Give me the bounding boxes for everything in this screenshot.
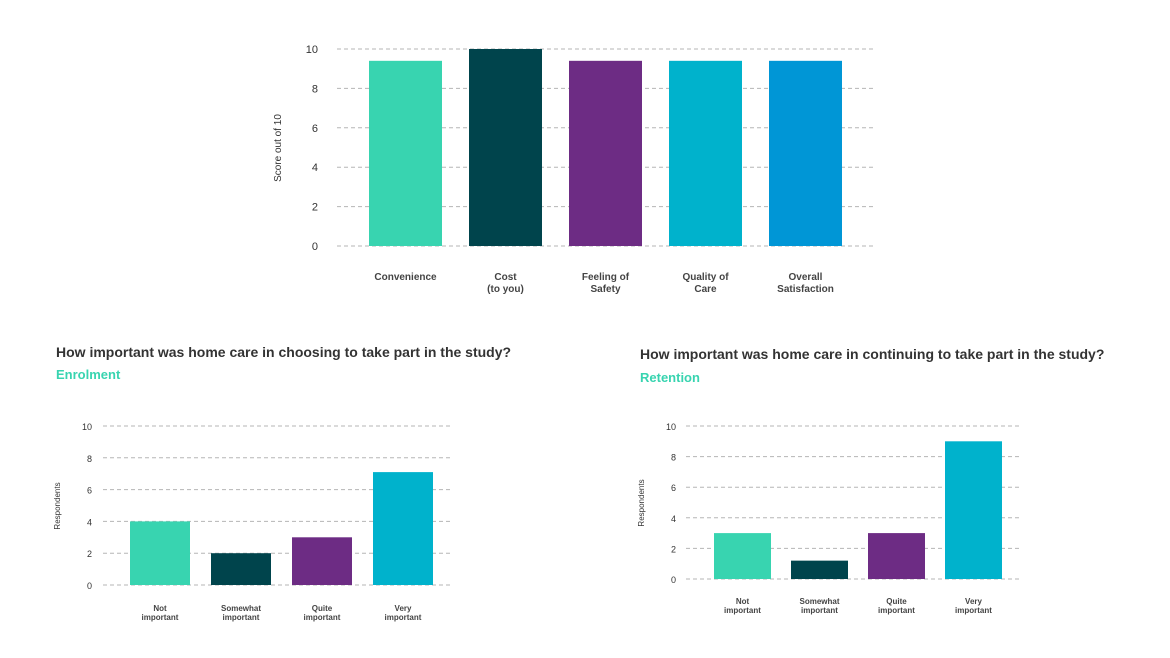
y-tick-label: 0: [671, 575, 676, 585]
bar: [669, 60, 742, 246]
y-tick-label: 4: [87, 517, 92, 527]
x-tick-label: Very important: [385, 604, 422, 622]
x-tick-label: Convenience: [374, 272, 437, 283]
x-tick-label: Quality of Care: [682, 272, 729, 295]
satisfaction-chart: 0 2 4 6 8 10 Score out of 10 Convenience Cost (to…: [273, 44, 876, 295]
bar: [769, 60, 842, 246]
enrolment-heading: How important was home care in choosing …: [56, 344, 512, 360]
retention-subheading: Retention: [640, 370, 700, 385]
x-tick-label: Quite important: [304, 604, 341, 622]
x-tick-label: Very important: [955, 597, 992, 615]
y-tick-label: 10: [82, 422, 92, 432]
y-tick-label: 2: [87, 549, 92, 559]
y-axis-label: Respondents: [637, 479, 646, 526]
x-tick-label: Feeling of Safety: [582, 272, 630, 295]
y-tick-label: 10: [666, 422, 676, 432]
y-tick-label: 8: [87, 454, 92, 464]
y-tick-label: 2: [671, 544, 676, 554]
bar: [569, 60, 642, 246]
enrolment-chart: 0 2 4 6 8 10 Respondents Not important Somewhat im…: [53, 422, 453, 622]
y-axis-label: Score out of 10: [273, 114, 284, 182]
y-tick-label: 6: [671, 483, 676, 493]
bar: [292, 537, 352, 585]
retention-heading: How important was home care in continuin…: [640, 346, 1105, 362]
x-tick-label: Not important: [724, 597, 761, 615]
retention-chart: 0 2 4 6 8 10 Respondents Not important Somewhat im…: [637, 422, 1020, 615]
x-tick-label: Not important: [142, 604, 179, 622]
y-tick-label: 8: [312, 83, 318, 95]
bar: [211, 553, 271, 585]
bar: [469, 49, 542, 246]
bar: [714, 533, 771, 579]
y-tick-label: 6: [87, 486, 92, 496]
x-tick-label: Overall Satisfaction: [777, 272, 834, 295]
y-tick-label: 6: [312, 123, 318, 135]
y-tick-label: 8: [671, 453, 676, 463]
x-tick-label: Quite important: [878, 597, 915, 615]
y-axis-label: Respondents: [53, 482, 62, 529]
y-tick-label: 2: [312, 202, 318, 214]
x-tick-label: Cost (to you): [487, 272, 524, 295]
y-tick-label: 0: [87, 581, 92, 591]
bar: [373, 472, 433, 585]
y-tick-label: 4: [671, 514, 676, 524]
bar: [868, 533, 925, 579]
bar: [791, 560, 848, 579]
bar: [369, 60, 442, 246]
x-tick-label: Somewhat important: [799, 597, 839, 615]
x-tick-label: Somewhat important: [221, 604, 261, 622]
y-tick-label: 0: [312, 241, 318, 253]
y-tick-label: 4: [312, 162, 318, 174]
bar: [130, 521, 190, 585]
enrolment-subheading: Enrolment: [56, 367, 121, 382]
y-tick-label: 10: [306, 44, 318, 56]
bar: [945, 441, 1002, 579]
